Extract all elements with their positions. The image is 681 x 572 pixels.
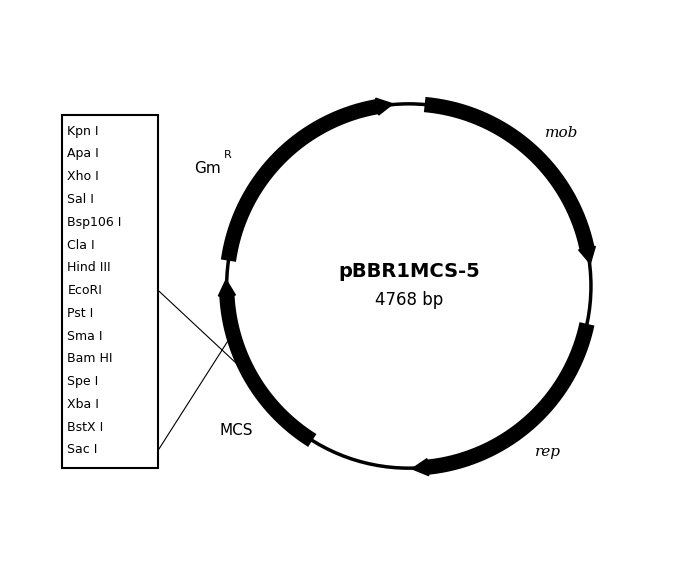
Text: Sac I: Sac I [67, 443, 97, 456]
Text: Bam HI: Bam HI [67, 352, 113, 366]
Text: Cla I: Cla I [67, 239, 95, 252]
Text: Pst I: Pst I [67, 307, 93, 320]
Text: Spe I: Spe I [67, 375, 99, 388]
Text: Bsp106 I: Bsp106 I [67, 216, 122, 229]
Text: Sma I: Sma I [67, 329, 103, 343]
Polygon shape [376, 98, 393, 115]
Text: R: R [223, 150, 231, 160]
Text: Xba I: Xba I [67, 398, 99, 411]
Polygon shape [412, 459, 429, 476]
Text: pBBR1MCS-5: pBBR1MCS-5 [338, 263, 479, 281]
Text: Kpn I: Kpn I [67, 125, 99, 138]
Text: mob: mob [545, 126, 578, 140]
Text: Gm: Gm [194, 161, 221, 176]
Text: Xho I: Xho I [67, 170, 99, 183]
Text: MCS: MCS [220, 423, 253, 438]
Text: EcoRI: EcoRI [67, 284, 102, 297]
Polygon shape [219, 280, 236, 296]
Bar [61, 115, 159, 468]
Text: Hind III: Hind III [67, 261, 111, 275]
Text: rep: rep [535, 444, 561, 459]
Text: 4768 bp: 4768 bp [375, 291, 443, 309]
Text: Sal I: Sal I [67, 193, 94, 206]
Polygon shape [579, 247, 595, 264]
Text: Apa I: Apa I [67, 148, 99, 160]
Text: BstX I: BstX I [67, 420, 104, 434]
